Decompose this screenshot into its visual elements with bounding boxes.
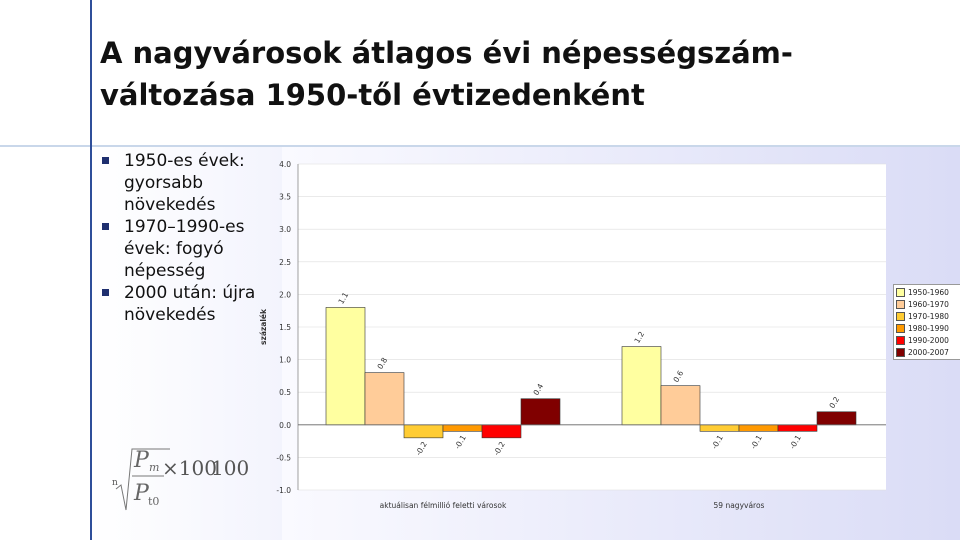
bullet-text: 2000 után: újra növekedés — [124, 283, 256, 325]
formula-root-index: n — [112, 478, 118, 488]
legend-label: 1980-1990 — [908, 323, 949, 333]
formula-multiplier: ×100 — [162, 456, 217, 480]
y-tick-label: 0.5 — [279, 388, 291, 397]
legend-label: 1970-1980 — [908, 311, 949, 321]
y-tick-label: 4.0 — [279, 160, 291, 169]
bar-1950-1960 — [325, 307, 366, 426]
legend-entry: 1990-2000 — [896, 334, 958, 346]
bullet-list: 1950-es évek: gyorsabb növekedés 1970–19… — [100, 150, 260, 326]
legend-label: 1990-2000 — [908, 335, 949, 345]
bar-1990-2000 — [777, 424, 818, 432]
bullet-text: 1950-es évek: gyorsabb növekedés — [124, 151, 245, 215]
slide-title: A nagyvárosok átlagos évi népességszám- … — [100, 32, 940, 116]
legend-swatch — [896, 299, 905, 309]
y-tick-label: -0.5 — [276, 453, 291, 462]
legend-entry: 1980-1990 — [896, 322, 958, 334]
bullet-text: 1970–1990-es évek: fogyó népesség — [124, 217, 245, 281]
y-tick-label: 2.5 — [279, 258, 291, 267]
formula-numerator-sub: m — [149, 461, 159, 474]
category-label: 59 nagyváros — [714, 501, 765, 510]
chart-axis: 4.0 3.5 3.0 2.5 2.0 1.5 1.0 0.5 0.0 -0.5 -1.0 száza… — [259, 160, 886, 510]
bar-1950-1960 — [621, 346, 662, 426]
y-tick-label: 3.5 — [279, 193, 291, 202]
bar-1980-1990 — [442, 424, 483, 432]
bullet-item: 1950-es évek: gyorsabb növekedés — [100, 150, 260, 216]
population-change-bar-chart: 1.10.8-0.2 -0.1 -0.20.41.20.6-0.1 -0.1 -0.10… — [259, 160, 886, 510]
legend-swatch — [896, 287, 905, 297]
legend-entry: 1950-1960 — [896, 286, 958, 298]
y-tick-label: 0.0 — [279, 421, 291, 430]
legend-entry: 2000-2007 — [896, 346, 958, 358]
title-line-1: A nagyvárosok átlagos évi népességszám- — [100, 36, 793, 70]
legend-label: 1950-1960 — [908, 287, 949, 297]
title-divider — [0, 145, 960, 147]
legend-label: 1960-1970 — [908, 299, 949, 309]
square-bullet-icon — [102, 157, 109, 164]
bar-1980-1990 — [738, 424, 779, 432]
legend-swatch — [896, 347, 905, 357]
chart-grid — [298, 163, 886, 491]
legend-swatch — [896, 335, 905, 345]
formula-denominator: P — [133, 481, 150, 506]
y-axis-label: százalék — [259, 308, 268, 345]
bar-2000-2007 — [520, 398, 561, 426]
legend-entry: 1960-1970 — [896, 298, 958, 310]
formula-numerator: P — [133, 448, 150, 473]
bar-1960-1970 — [364, 372, 405, 426]
chart-legend: 1950-1960 1960-1970 1970-1980 1980-1990 1990… — [893, 284, 960, 360]
square-bullet-icon — [102, 289, 109, 296]
square-bullet-icon — [102, 223, 109, 230]
y-tick-label: 3.0 — [279, 225, 291, 234]
bullet-item: 1970–1990-es évek: fogyó népesség — [100, 216, 260, 282]
title-line-2: változása 1950-től évtizedenként — [100, 78, 645, 112]
legend-entry: 1970-1980 — [896, 310, 958, 322]
bar-1970-1980 — [403, 424, 444, 439]
legend-label: 2000-2007 — [908, 347, 949, 357]
bar-1970-1980 — [699, 424, 740, 432]
y-tick-label: 1.5 — [279, 323, 291, 332]
left-background — [92, 147, 282, 540]
growth-rate-formula: n P m P t0 ×100 100 — [112, 448, 249, 511]
formula-denominator-sub: t0 — [148, 495, 159, 508]
legend-swatch — [896, 311, 905, 321]
bar-2000-2007 — [816, 411, 857, 426]
radical-sign — [115, 448, 170, 511]
left-accent-rule — [90, 0, 92, 540]
y-tick-label: 1.0 — [279, 356, 291, 365]
legend-swatch — [896, 323, 905, 333]
bullet-item: 2000 után: újra növekedés — [100, 282, 260, 326]
category-label: aktuálisan félmillió feletti városok — [380, 501, 507, 510]
bar-1960-1970 — [660, 385, 701, 426]
y-tick-label: 2.0 — [279, 290, 291, 299]
bar-1990-2000 — [481, 424, 522, 439]
y-tick-label: -1.0 — [276, 486, 291, 495]
formula-tail: 100 — [211, 456, 249, 480]
